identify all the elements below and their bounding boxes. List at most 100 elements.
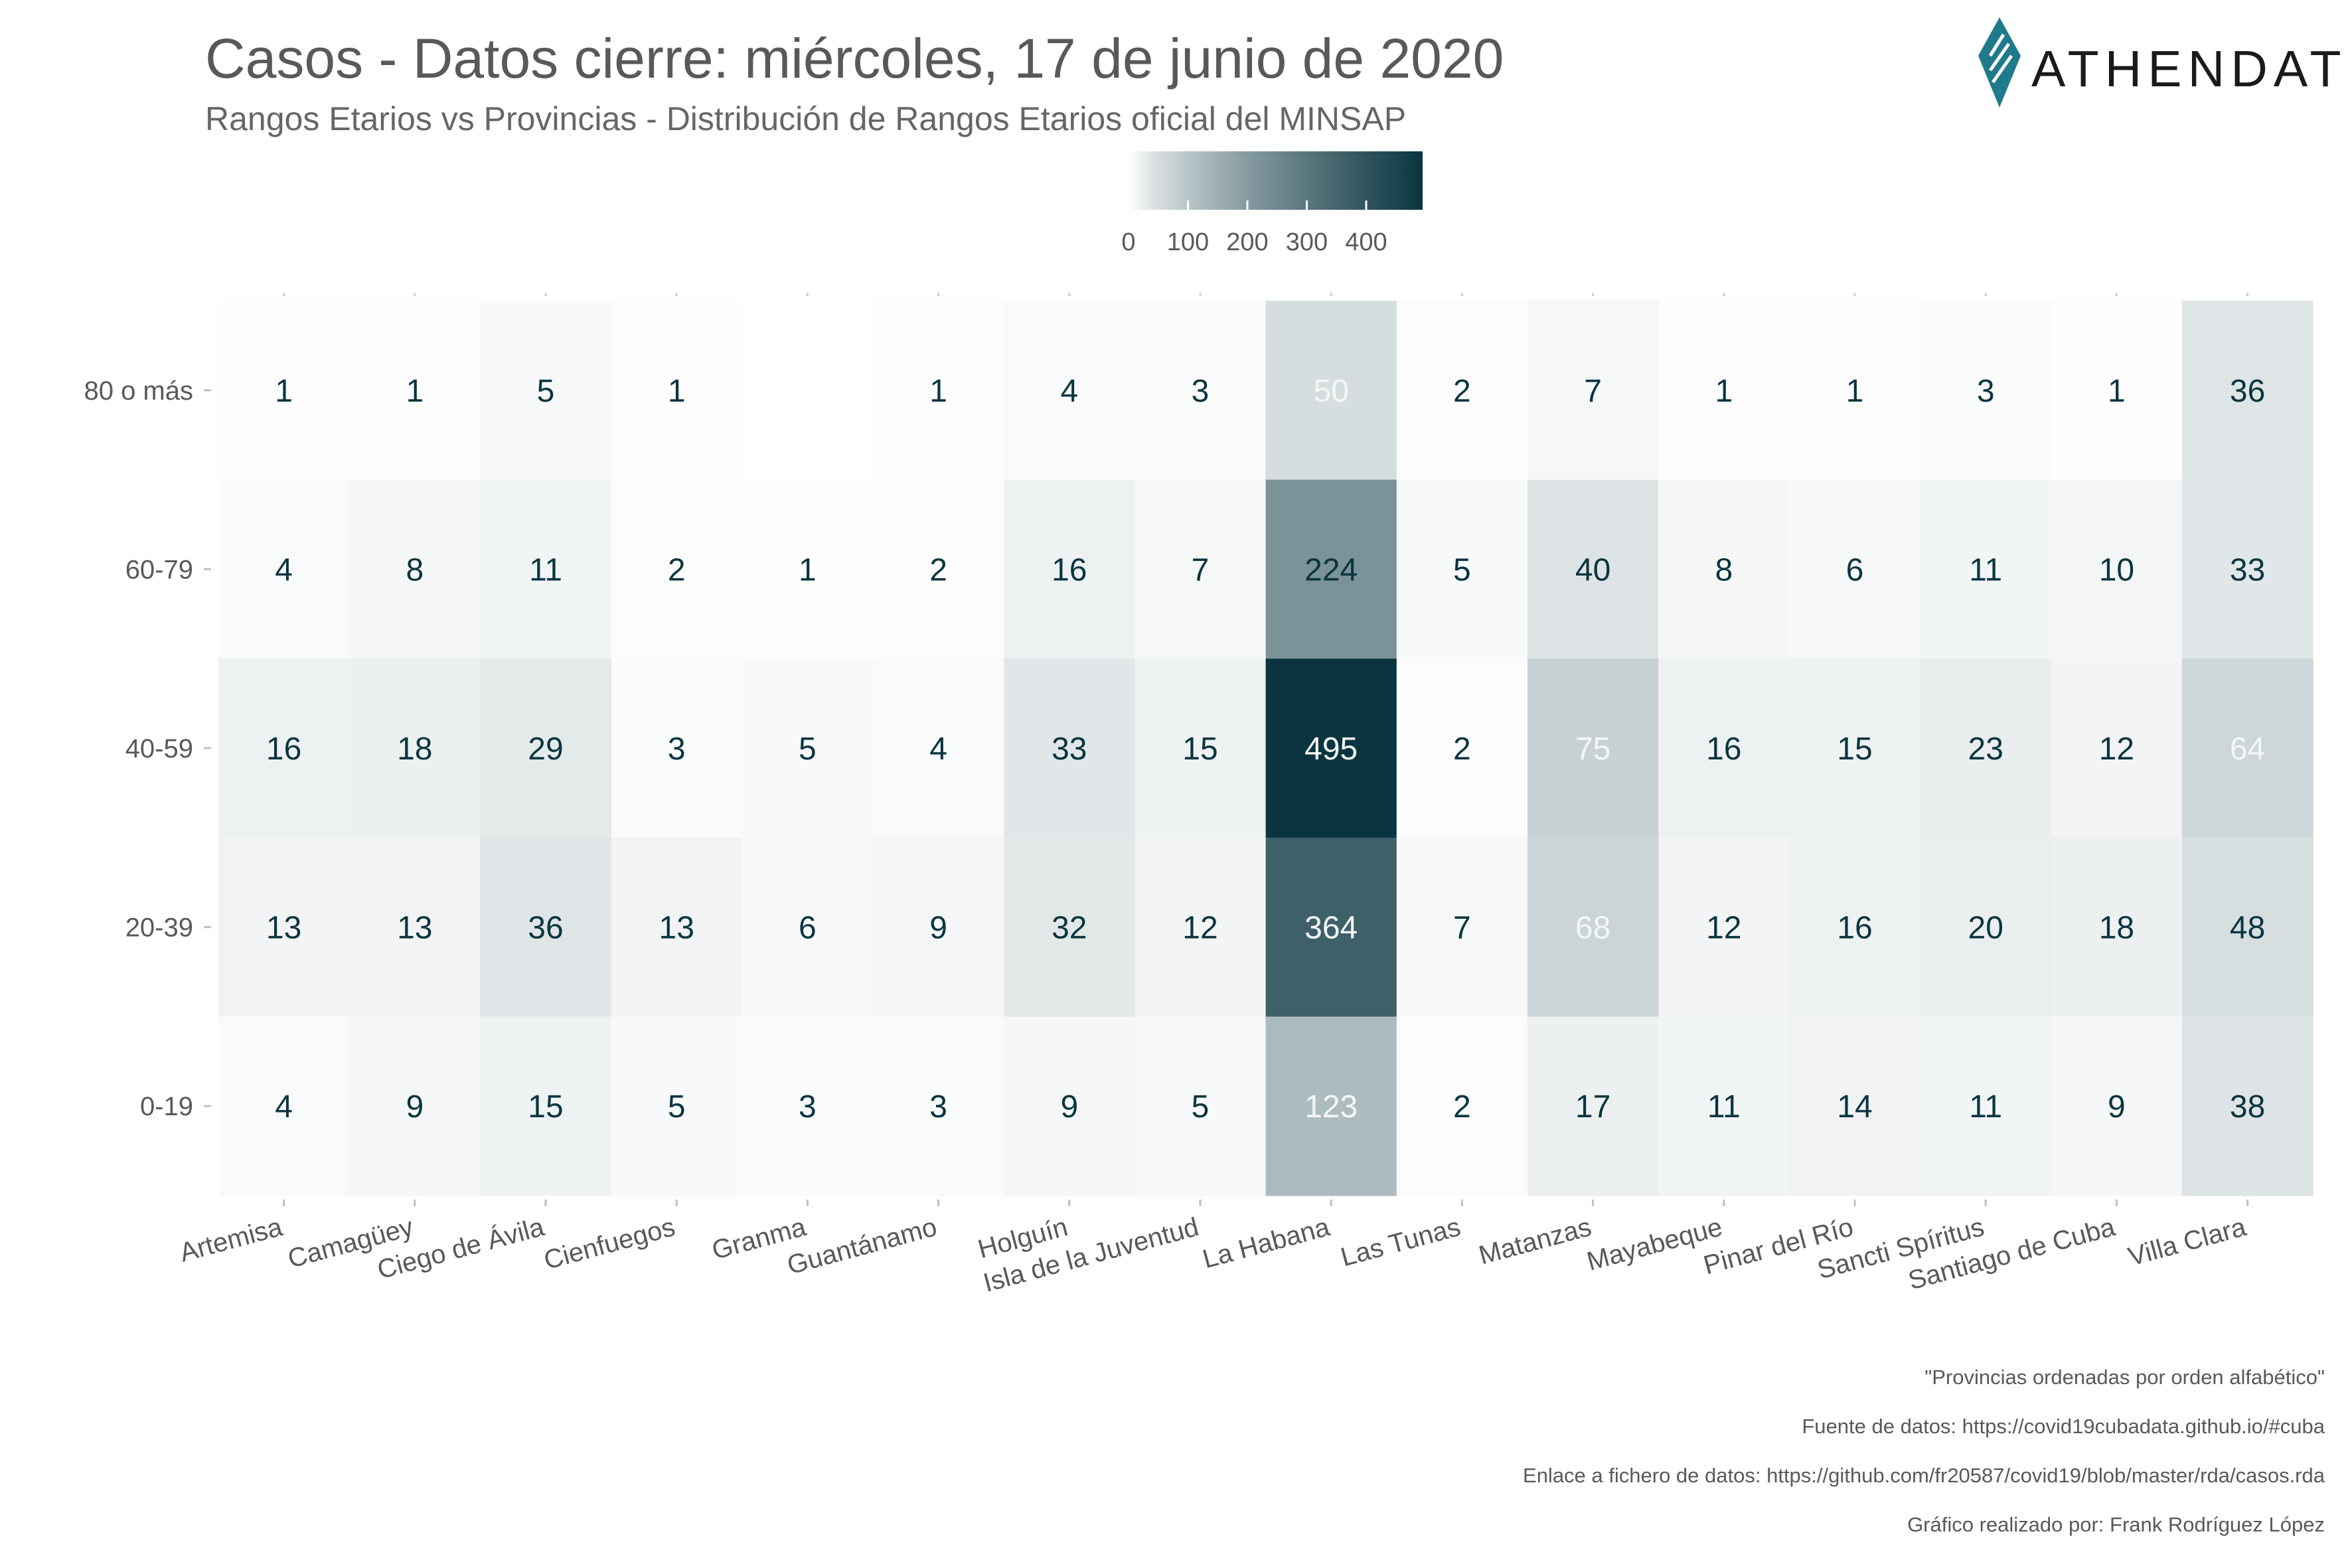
cell-value-label: 1 (275, 374, 293, 409)
legend-tick-label: 200 (1226, 228, 1268, 256)
heatmap-cell (1135, 479, 1267, 659)
legend-tick-label: 400 (1345, 228, 1387, 256)
cell-value-label: 36 (528, 911, 563, 946)
heatmap-cell (2051, 301, 2183, 481)
heatmap-cell (1135, 1016, 1267, 1196)
cell-value-label: 29 (528, 732, 563, 767)
heatmap-cell (1920, 837, 2052, 1017)
cell-value-label: 4 (929, 732, 947, 767)
heatmap-cell (218, 837, 350, 1017)
heatmap-cell (218, 659, 350, 838)
cell-value-label: 2 (1453, 732, 1471, 767)
heatmap-cell (349, 301, 481, 481)
heatmap-cell (349, 1016, 481, 1196)
cell-value-label: 15 (528, 1089, 563, 1125)
cell-value-label: 13 (659, 911, 694, 946)
cell-value-label: 6 (1846, 552, 1864, 588)
cell-value-label: 3 (929, 1089, 947, 1125)
heatmap-cell (1135, 659, 1267, 838)
heatmap-cell (2182, 301, 2313, 481)
y-axis-label-60-79: 60-79 (125, 555, 193, 584)
heatmap-cell (1789, 659, 1921, 838)
heatmap-cell (873, 837, 1004, 1017)
heatmap-cell (1789, 837, 1921, 1017)
heatmap-cell (742, 1016, 874, 1196)
cell-value-label: 7 (1453, 911, 1471, 946)
heatmap-cell (611, 479, 743, 659)
heatmap-cell (1658, 301, 1790, 481)
heatmap-cell (611, 659, 743, 838)
heatmap-cell (2182, 1016, 2313, 1196)
cell-value-label: 17 (1575, 1089, 1610, 1125)
heatmap-cell (2182, 837, 2313, 1017)
cell-value-label: 40 (1575, 552, 1610, 588)
heatmap-cell (1265, 479, 1397, 659)
cell-value-label: 48 (2230, 911, 2265, 946)
cell-value-label: 2 (1453, 1089, 1471, 1125)
heatmap-cell (742, 479, 874, 659)
cell-value-label: 2 (668, 552, 686, 588)
legend-tick-label: 300 (1286, 228, 1328, 256)
heatmap-cell (1004, 301, 1135, 481)
heatmap-cell (1004, 659, 1135, 838)
cell-value-label: 2 (1453, 374, 1471, 409)
cell-value-label: 9 (2108, 1089, 2126, 1125)
cell-value-label: 12 (1182, 911, 1217, 946)
heatmap-cell (1658, 479, 1790, 659)
cell-value-label: 12 (2099, 732, 2134, 767)
x-axis-label-artemisa: Artemisa (177, 1212, 286, 1268)
heatmap-cell (1658, 1016, 1790, 1196)
cell-value-label: 16 (1706, 732, 1741, 767)
heatmap-cell (218, 1016, 350, 1196)
heatmap-cell (873, 479, 1004, 659)
heatmap-cell (349, 659, 481, 838)
heatmap-cell (349, 479, 481, 659)
y-axis-label-40-59: 40-59 (125, 734, 193, 763)
y-axis-label-80-o-mas: 80 o más (84, 376, 193, 406)
cell-value-label: 3 (1192, 374, 1210, 409)
cell-value-label: 5 (668, 1089, 686, 1125)
heatmap-cell (873, 301, 1004, 481)
cell-value-label: 38 (2230, 1089, 2265, 1125)
heatmap-cell (611, 301, 743, 481)
heatmap-cell (1396, 479, 1528, 659)
heatmap-cell (480, 1016, 612, 1196)
cell-value-label: 12 (1706, 911, 1741, 946)
heatmap-cell (480, 301, 612, 481)
cell-value-label: 1 (406, 374, 424, 409)
cell-value-label: 16 (1837, 911, 1872, 946)
heatmap-cell (1004, 479, 1135, 659)
heatmap-cell (1265, 301, 1397, 481)
cell-value-label: 1 (929, 374, 947, 409)
heatmap-cell (2051, 837, 2183, 1017)
cell-value-label: 16 (266, 732, 301, 767)
heatmap-cell (873, 1016, 1004, 1196)
legend-colorbar (1129, 151, 1423, 210)
x-axis-label-villa-clara: Villa Clara (2125, 1212, 2249, 1272)
heatmap-cell (1396, 301, 1528, 481)
cell-value-label: 11 (1707, 1089, 1741, 1125)
heatmap-cell (1135, 301, 1267, 481)
heatmap-cell (1265, 1016, 1397, 1196)
cell-value-label: 16 (1052, 552, 1087, 588)
cell-value-label: 8 (406, 552, 424, 588)
caption-data-file-link: Enlace a fichero de datos: https://githu… (1523, 1464, 2325, 1487)
heatmap-cell (218, 301, 350, 481)
cell-value-label: 9 (929, 911, 947, 946)
cell-value-label: 495 (1304, 732, 1358, 767)
cell-value-label: 9 (406, 1089, 424, 1125)
cell-value-label: 75 (1575, 732, 1610, 767)
heatmap-cell (1265, 837, 1397, 1017)
cell-value-label: 224 (1304, 552, 1358, 588)
cell-value-label: 3 (668, 732, 686, 767)
cell-value-label: 11 (1969, 1089, 2002, 1125)
chart-title: Casos - Datos cierre: miércoles, 17 de j… (205, 27, 1504, 90)
cell-value-label: 15 (1837, 732, 1872, 767)
heatmap-cell (2182, 479, 2313, 659)
heatmap-cell (1265, 659, 1397, 838)
heatmap-cell (1004, 837, 1135, 1017)
heatmap-cell (349, 837, 481, 1017)
heatmap-cell (873, 659, 1004, 838)
